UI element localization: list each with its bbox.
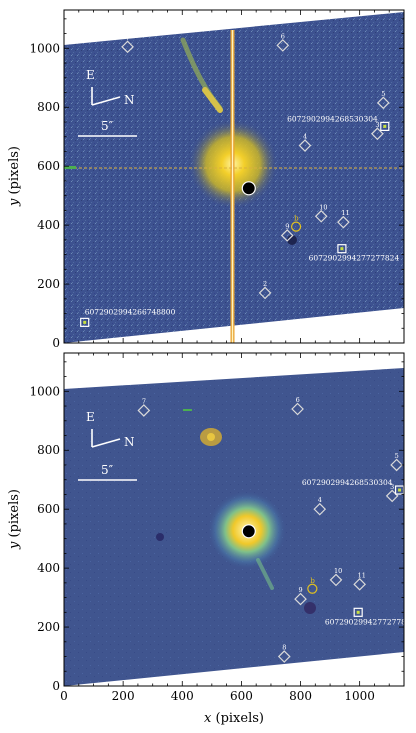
source-label-3: 3	[390, 483, 394, 491]
candidate-b-label: b	[294, 215, 299, 223]
gaia-source-dot	[383, 124, 387, 128]
svg-text:y (pixels): y (pixels)	[7, 146, 22, 207]
svg-text:x (pixels): x (pixels)	[204, 711, 264, 726]
source-label-4: 4	[303, 133, 307, 141]
source-marker-7	[137, 404, 151, 417]
source-marker-3	[371, 127, 384, 141]
gaia-square	[337, 244, 347, 254]
source-label-8: 8	[282, 644, 286, 652]
scale-bar-label: 5″	[101, 463, 114, 477]
source-label-9: 9	[285, 222, 289, 230]
source-label-10: 10	[319, 203, 327, 211]
gaia-source-dot	[356, 610, 360, 614]
source-marker-6	[291, 402, 304, 416]
y-tick-label: 600	[37, 159, 60, 173]
gaia-id-label: 6072902994277277824	[309, 254, 400, 263]
source-label-6: 6	[296, 396, 300, 404]
source-label-6: 6	[281, 32, 285, 40]
compass-east-label: E	[86, 68, 95, 82]
gaia-source-dot	[398, 488, 402, 492]
panel-bottom: 3 4 5 6 7 8 9 10 11 6072902994277277824 6072902994…	[7, 352, 416, 726]
x-tick-label: 200	[112, 689, 135, 703]
candidate-b-marker	[307, 583, 318, 594]
gaia-square	[80, 317, 90, 327]
source-label-9: 9	[299, 586, 303, 594]
source-marker-5	[376, 96, 390, 110]
x-tick-label: 600	[230, 689, 253, 703]
gaia-square	[380, 121, 390, 132]
ticks-top: 0 200 400 600 800 1000	[29, 10, 405, 350]
panel-top-frame	[63, 9, 405, 344]
source-marker-4	[298, 139, 312, 152]
source-label-7: 7	[142, 397, 146, 405]
svg-text:y (pixels): y (pixels)	[7, 489, 22, 550]
candidate-b-marker	[290, 221, 302, 232]
source-marker-9	[294, 592, 307, 606]
overlay-top: 2 3 4 5 6 7 9 10 11 6072902994266748800 6072902994…	[80, 32, 400, 327]
gaia-id-label: 6072902994268530304	[302, 478, 393, 487]
gaia-square	[353, 607, 363, 617]
source-marker-7	[121, 40, 134, 54]
y-tick-label: 600	[37, 502, 60, 516]
source-marker-2	[258, 286, 272, 300]
x-axis-label: x (pixels)	[204, 711, 264, 726]
source-label-4: 4	[318, 496, 322, 504]
source-marker-9	[280, 229, 294, 242]
panel-top: 2 3 4 5 6 7 9 10 11 6072902994266748800 6072902994…	[7, 9, 405, 350]
gaia-source-dot	[83, 320, 87, 324]
y-tick-label: 800	[37, 443, 60, 457]
source-marker-5	[390, 458, 403, 472]
y-tick-label: 800	[37, 100, 60, 114]
y-tick-label: 200	[37, 277, 60, 291]
gaia-id-label: 6072902994266748800	[85, 307, 176, 316]
source-marker-11	[337, 215, 350, 229]
source-label-5: 5	[395, 452, 399, 460]
overlay-bottom: 3 4 5 6 7 8 9 10 11 6072902994277277824 6072902994…	[137, 396, 416, 663]
source-label-2: 2	[263, 280, 267, 288]
source-marker-10	[329, 573, 343, 587]
y-tick-label: 400	[37, 561, 60, 575]
source-marker-4	[313, 502, 327, 516]
x-tick-label: 400	[171, 689, 194, 703]
y-tick-label: 200	[37, 620, 60, 634]
y-axis-label-top: y (pixels)	[7, 146, 22, 207]
source-label-10: 10	[334, 567, 342, 575]
x-tick-label: 1000	[344, 689, 375, 703]
y-axis-label-bottom: y (pixels)	[7, 489, 22, 550]
gaia-source-dot	[340, 247, 344, 251]
y-tick-label: 0	[52, 336, 60, 350]
ticks-bottom: 0 200 400 600 800 1000 0 200 400 600 800 1000	[29, 353, 405, 703]
source-label-7: 7	[126, 34, 130, 42]
gaia-id-label: 6072902994268530304	[287, 114, 378, 123]
panel-bottom-frame	[63, 352, 405, 687]
source-label-5: 5	[381, 90, 385, 98]
x-tick-label: 800	[289, 689, 312, 703]
primary-star-marker	[241, 524, 256, 539]
compass-east-label: E	[86, 410, 95, 424]
source-label-11: 11	[358, 571, 366, 579]
compass-north-label: N	[124, 435, 135, 449]
scale-bar-label: 5″	[101, 119, 114, 133]
compass-north-label: N	[124, 93, 135, 107]
y-tick-label: 1000	[29, 384, 60, 398]
candidate-b-label: b	[310, 577, 315, 585]
x-tick-label: 0	[60, 689, 68, 703]
source-marker-6	[276, 39, 290, 52]
source-label-11: 11	[341, 209, 349, 217]
gaia-id-label: 6072902994277277824	[325, 617, 416, 626]
source-marker-10	[314, 209, 328, 223]
y-tick-label: 0	[52, 679, 60, 693]
y-tick-label: 1000	[29, 41, 60, 55]
y-tick-label: 400	[37, 218, 60, 232]
source-label-3: 3	[375, 121, 379, 129]
compass: E N 5″	[78, 68, 137, 137]
compass: E N 5″	[78, 410, 137, 481]
source-marker-11	[353, 577, 367, 591]
primary-star-marker	[241, 181, 256, 196]
source-marker-8	[277, 650, 291, 663]
